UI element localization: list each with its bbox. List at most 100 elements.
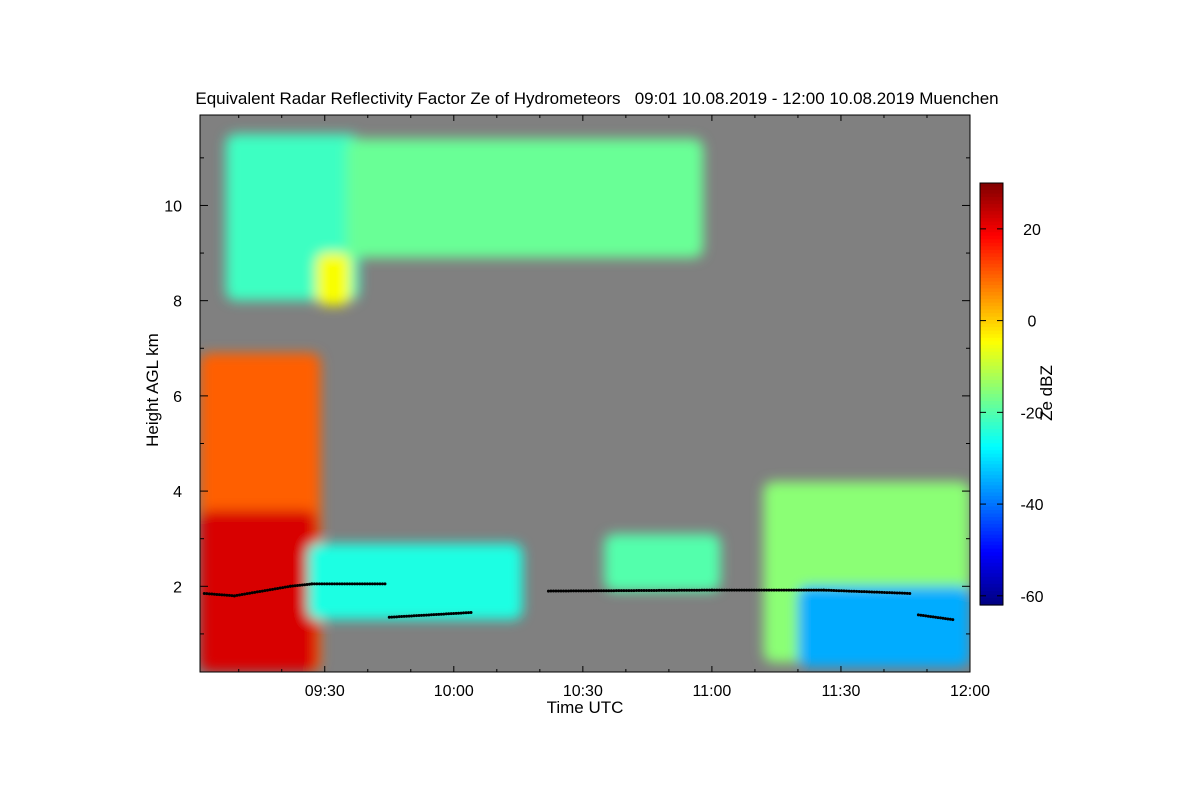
ceilometer-point: [281, 586, 285, 590]
ceilometer-point: [845, 589, 849, 593]
ceilometer-point: [875, 590, 879, 594]
ceilometer-point: [457, 611, 461, 615]
ceilometer-point: [255, 590, 259, 594]
colorbar-step: [980, 436, 1003, 441]
ceilometer-point: [599, 589, 603, 593]
ceilometer-point: [215, 592, 219, 596]
ceilometer-point: [358, 582, 362, 586]
colorbar-step: [980, 587, 1003, 592]
ceilometer-point: [842, 589, 846, 593]
ceilometer-point: [467, 611, 471, 615]
ceilometer-point: [325, 582, 329, 586]
colorbar-step: [980, 313, 1003, 318]
ceilometer-point: [434, 613, 438, 617]
colorbar-step: [980, 580, 1003, 585]
colorbar-step: [980, 362, 1003, 367]
colorbar-step: [980, 597, 1003, 603]
ceilometer-point: [327, 582, 331, 586]
ceilometer-point: [807, 588, 811, 592]
colorbar-step: [980, 351, 1003, 356]
ceilometer-point: [919, 613, 923, 617]
ceilometer-point: [712, 588, 716, 592]
ceilometer-point: [353, 582, 357, 586]
ceilometer-point: [784, 588, 788, 592]
ceilometer-point: [687, 588, 691, 592]
x-axis-title: Time UTC: [547, 698, 624, 717]
ceilometer-point: [804, 588, 808, 592]
ceilometer-point: [697, 588, 701, 592]
ceilometer-point: [772, 588, 776, 592]
ceilometer-point: [695, 588, 699, 592]
ceilometer-point: [702, 588, 706, 592]
ceilometer-point: [469, 610, 473, 614]
ceilometer-point: [685, 588, 689, 592]
colorbar-step: [980, 569, 1003, 574]
ceilometer-point: [657, 588, 661, 592]
colorbar-step: [980, 207, 1003, 212]
ceilometer-point: [273, 587, 277, 591]
ceilometer-point: [839, 589, 843, 593]
ceilometer-point: [822, 588, 826, 592]
ceilometer-point: [437, 612, 441, 616]
ceilometer-point: [424, 613, 428, 617]
colorbar-step: [980, 221, 1003, 226]
colorbar-step: [980, 573, 1003, 578]
ceilometer-point: [817, 588, 821, 592]
echo-region: [797, 586, 970, 668]
ceilometer-point: [562, 589, 566, 593]
ceilometer-point: [592, 589, 596, 593]
colorbar-step: [980, 299, 1003, 304]
colorbar-step: [980, 281, 1003, 286]
ceilometer-point: [665, 588, 669, 592]
ceilometer-point: [345, 582, 349, 586]
ceilometer-point: [407, 614, 411, 618]
ceilometer-point: [589, 589, 593, 593]
ceilometer-point: [609, 589, 613, 593]
ceilometer-point: [916, 613, 920, 617]
ceilometer-point: [617, 589, 621, 593]
ceilometer-point: [752, 588, 756, 592]
ceilometer-point: [447, 612, 451, 616]
ceilometer-point: [390, 615, 394, 619]
ceilometer-point: [870, 590, 874, 594]
ceilometer-point: [740, 588, 744, 592]
ceilometer-point: [400, 615, 404, 619]
x-tick-label: 11:00: [692, 683, 731, 700]
ceilometer-point: [655, 588, 659, 592]
ceilometer-point: [645, 588, 649, 592]
ceilometer-point: [263, 589, 267, 593]
ceilometer-point: [283, 585, 287, 589]
ceilometer-point: [569, 589, 573, 593]
ceilometer-point: [890, 591, 894, 595]
ceilometer-point: [715, 588, 719, 592]
ceilometer-point: [946, 617, 950, 621]
ceilometer-point: [834, 589, 838, 593]
ceilometer-point: [338, 582, 342, 586]
colorbar-step: [980, 186, 1003, 191]
colorbar-step: [980, 348, 1003, 353]
ceilometer-point: [363, 582, 367, 586]
colorbar-step: [980, 274, 1003, 279]
colorbar-step: [980, 443, 1003, 448]
ceilometer-point: [637, 589, 641, 593]
ceilometer-point: [792, 588, 796, 592]
ceilometer-point: [948, 617, 952, 621]
ceilometer-point: [767, 588, 771, 592]
ceilometer-point: [582, 589, 586, 593]
ceilometer-point: [847, 589, 851, 593]
ceilometer-point: [288, 584, 292, 588]
ceilometer-point: [310, 582, 314, 586]
colorbar-step: [980, 270, 1003, 276]
ceilometer-point: [720, 588, 724, 592]
ceilometer-point: [745, 588, 749, 592]
x-tick-label: 10:00: [434, 683, 474, 700]
colorbar-step: [980, 527, 1003, 532]
colorbar-step: [980, 552, 1003, 557]
ceilometer-point: [278, 586, 282, 590]
ceilometer-point: [770, 588, 774, 592]
colorbar: 20 0 -20 -40 -60: [979, 182, 1044, 606]
ceilometer-point: [647, 588, 651, 592]
ceilometer-point: [895, 591, 899, 595]
colorbar-tick-label: -60: [1020, 589, 1043, 606]
colorbar-step: [980, 218, 1003, 223]
